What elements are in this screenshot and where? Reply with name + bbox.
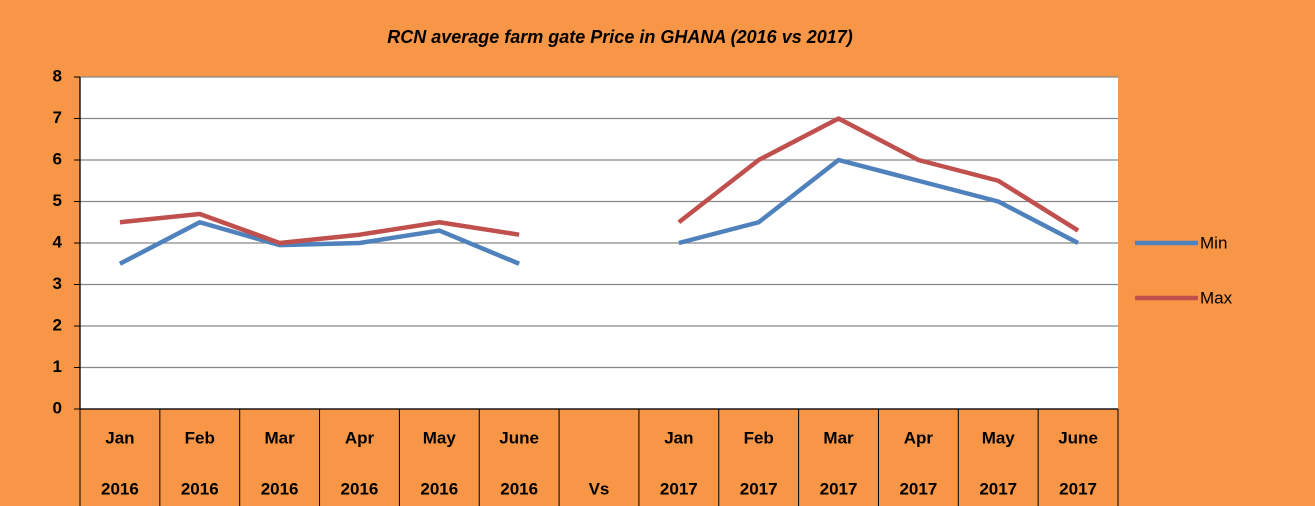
x-tick-label: Jan — [105, 428, 134, 447]
y-tick-label: 6 — [53, 149, 62, 168]
x-tick-label: 2017 — [740, 479, 778, 498]
x-tick-label: 2016 — [101, 479, 139, 498]
x-tick-label: 2016 — [500, 479, 538, 498]
x-tick-label: May — [982, 428, 1016, 447]
x-tick-label: 2016 — [181, 479, 219, 498]
x-tick-label: Mar — [264, 428, 295, 447]
x-tick-label: Feb — [744, 428, 774, 447]
y-tick-label: 7 — [53, 108, 62, 127]
x-tick-label: 2016 — [420, 479, 458, 498]
x-tick-label: Apr — [904, 428, 934, 447]
x-tick-label: May — [423, 428, 457, 447]
y-tick-label: 8 — [53, 66, 62, 85]
x-tick-label: Vs — [589, 479, 610, 498]
x-tick-label: 2017 — [979, 479, 1017, 498]
chart-title: RCN average farm gate Price in GHANA (20… — [387, 27, 853, 47]
x-tick-label: June — [499, 428, 539, 447]
legend-label: Min — [1200, 233, 1227, 252]
legend-label: Max — [1200, 288, 1233, 307]
y-tick-label: 0 — [53, 398, 62, 417]
x-tick-label: June — [1058, 428, 1098, 447]
y-tick-label: 4 — [53, 232, 63, 251]
x-tick-label: 2016 — [261, 479, 299, 498]
y-tick-label: 3 — [53, 274, 62, 293]
series-line — [119, 116, 1080, 246]
series-line — [118, 157, 1080, 266]
x-tick-label: 2017 — [660, 479, 698, 498]
x-tick-label: 2016 — [341, 479, 379, 498]
x-tick-label: Mar — [823, 428, 854, 447]
x-tick-label: 2017 — [1059, 479, 1097, 498]
x-tick-label: 2017 — [820, 479, 858, 498]
y-tick-label: 2 — [53, 315, 62, 334]
x-tick-label: Apr — [345, 428, 375, 447]
x-tick-label: Jan — [664, 428, 693, 447]
x-tick-label: Feb — [185, 428, 215, 447]
y-tick-label: 1 — [53, 357, 62, 376]
y-tick-label: 5 — [53, 191, 62, 210]
x-tick-label: 2017 — [899, 479, 937, 498]
